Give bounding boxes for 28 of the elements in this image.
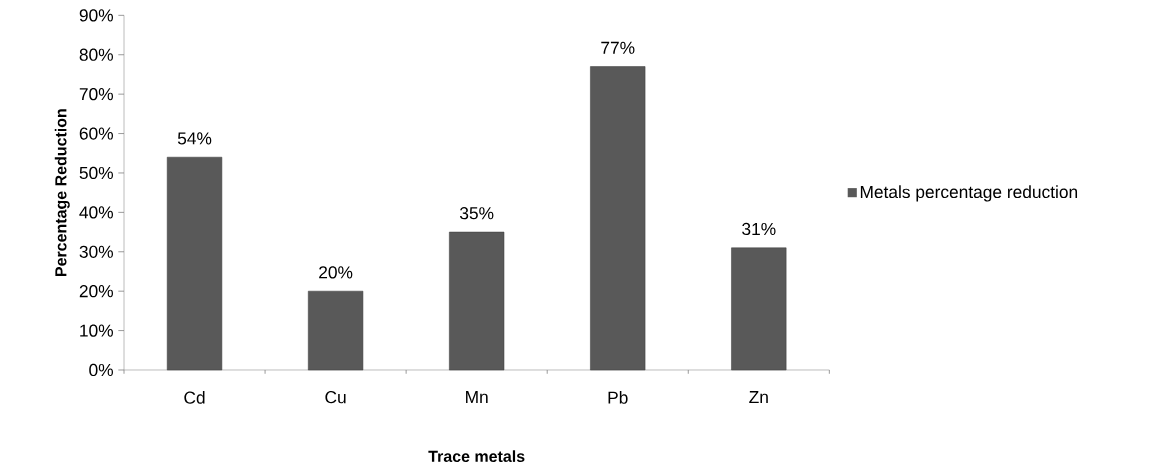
data-label: 54% (177, 132, 212, 145)
bar (166, 156, 223, 371)
y-tick-label: 90% (79, 9, 113, 22)
y-tick-label: 20% (79, 285, 113, 298)
data-label: 77% (601, 41, 635, 54)
bar (731, 247, 787, 371)
data-label: 20% (319, 266, 353, 279)
bar (590, 66, 646, 371)
y-tick-label: 60% (79, 127, 113, 140)
data-label: 31% (742, 222, 776, 236)
bar (449, 231, 505, 371)
x-tick-label: Cd (184, 391, 205, 404)
data-label: 35% (459, 207, 494, 220)
y-tick-label: 10% (80, 324, 113, 337)
x-tick-label: Pb (608, 391, 628, 404)
legend-label: Metals percentage reduction (860, 185, 1078, 202)
y-tick-label: 50% (79, 166, 113, 180)
y-tick-label: 40% (79, 206, 113, 219)
bar (308, 290, 364, 371)
y-axis-title: Percentage Reduction (54, 109, 70, 277)
y-tick-label: 0% (89, 363, 113, 377)
y-tick-label: 70% (79, 88, 113, 101)
y-tick-label: 80% (79, 48, 113, 61)
x-tick-label: Mn (466, 391, 488, 403)
y-tick-label: 30% (79, 245, 113, 258)
x-tick-label: Zn (749, 391, 768, 403)
x-tick-label: Cu (325, 391, 346, 404)
x-axis-title: Trace metals (428, 450, 525, 463)
